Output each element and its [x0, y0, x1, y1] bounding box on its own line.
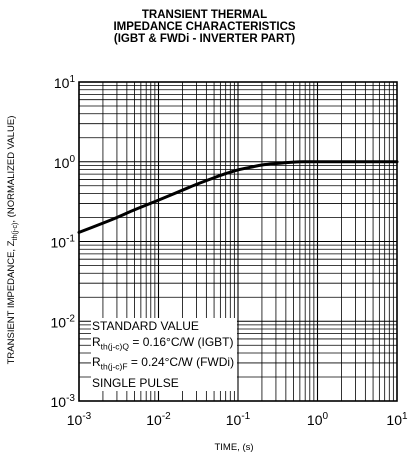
legend-standard-value: STANDARD VALUE: [92, 319, 199, 333]
y-tick-label: 10-3: [51, 393, 76, 410]
chart-title-line-1: TRANSIENT THERMAL: [141, 9, 268, 21]
chart-title: TRANSIENT THERMAL IMPEDANCE CHARACTERIST…: [0, 9, 409, 45]
x-tick-label: 10-2: [146, 411, 171, 428]
chart-title-line-3: (IGBT & FWDi - INVERTER PART): [113, 33, 296, 45]
y-tick-label: 10-2: [51, 313, 76, 330]
legend-box: STANDARD VALUE Rth(j-c)Q = 0.16°C/W (IGB…: [91, 318, 238, 391]
legend-rth-fwdi: Rth(j-c)F = 0.24°C/W (FWDi): [92, 355, 235, 372]
series-line-zth: [77, 160, 399, 234]
chart-title-line-2: IMPEDANCE CHARACTERISTICS: [113, 21, 296, 33]
x-tick-label: 101: [386, 411, 408, 428]
y-tick-labels: 101 100 10-1 10-2 10-3: [51, 74, 76, 410]
legend-single-pulse: SINGLE PULSE: [92, 375, 179, 390]
y-axis-label-prefix: TRANSIENT IMPEDANCE, Z: [6, 240, 17, 365]
x-tick-label: 10-1: [226, 411, 251, 428]
y-axis-label-sub: th(j-c): [11, 222, 19, 241]
y-tick-label: 101: [54, 74, 76, 91]
x-tick-labels: 10-3 10-2 10-1 100 101: [67, 411, 408, 428]
y-axis-label: TRANSIENT IMPEDANCE, Zth(j-c), (NORMALIZ…: [6, 69, 19, 411]
legend-rth-igbt: Rth(j-c)Q = 0.16°C/W (IGBT): [92, 335, 234, 352]
y-tick-label: 100: [54, 154, 76, 171]
y-tick-label: 10-1: [51, 234, 76, 251]
y-axis-label-suffix: , (NORMALIZED VALUE): [6, 115, 17, 223]
x-axis-label: TIME, (s): [214, 442, 253, 453]
x-tick-label: 100: [307, 411, 329, 428]
plot-frame: [78, 81, 398, 402]
x-tick-label: 10-3: [67, 411, 92, 428]
